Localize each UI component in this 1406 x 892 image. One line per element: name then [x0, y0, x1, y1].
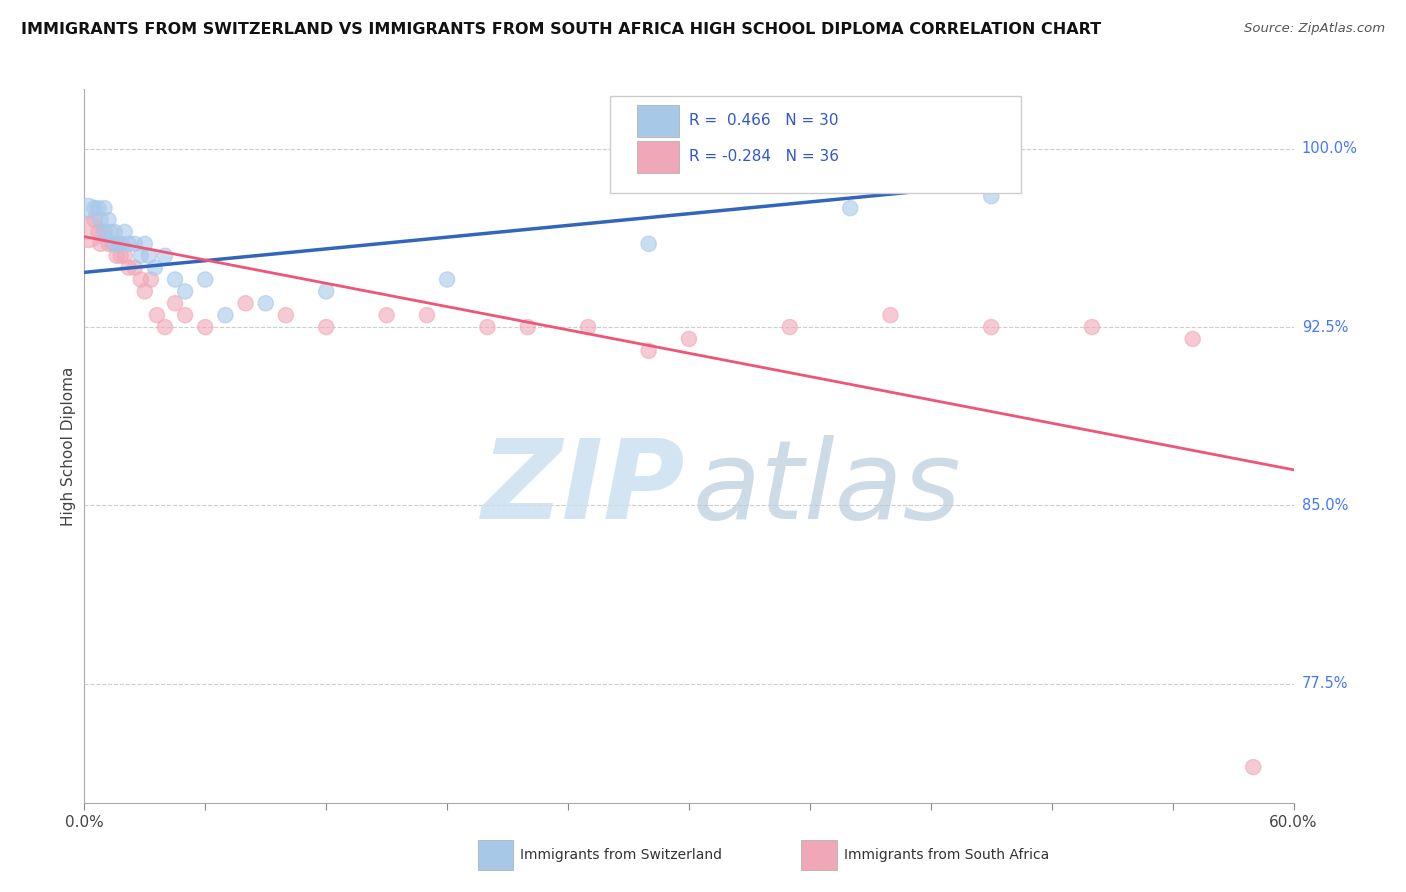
- Text: ZIP: ZIP: [482, 435, 685, 542]
- Point: [980, 189, 1002, 203]
- Point: [101, 236, 124, 251]
- Point: [678, 332, 700, 346]
- Point: [134, 285, 156, 299]
- Point: [77, 225, 100, 239]
- Point: [83, 213, 105, 227]
- Text: IMMIGRANTS FROM SWITZERLAND VS IMMIGRANTS FROM SOUTH AFRICA HIGH SCHOOL DIPLOMA : IMMIGRANTS FROM SWITZERLAND VS IMMIGRANT…: [21, 22, 1101, 37]
- Point: [315, 285, 337, 299]
- Point: [104, 236, 127, 251]
- Point: [87, 201, 110, 215]
- FancyBboxPatch shape: [637, 141, 679, 173]
- Point: [254, 296, 277, 310]
- Point: [110, 249, 132, 263]
- Point: [104, 225, 127, 239]
- Point: [165, 296, 187, 310]
- Point: [77, 201, 100, 215]
- Point: [89, 213, 111, 227]
- Point: [315, 320, 337, 334]
- Point: [138, 249, 160, 263]
- Point: [165, 272, 187, 286]
- Point: [416, 308, 439, 322]
- Point: [375, 308, 398, 322]
- Text: 85.0%: 85.0%: [1302, 498, 1348, 513]
- Point: [637, 236, 659, 251]
- Point: [114, 249, 136, 263]
- Point: [576, 320, 599, 334]
- Point: [93, 225, 115, 239]
- Point: [1181, 332, 1204, 346]
- Point: [879, 308, 901, 322]
- Text: 92.5%: 92.5%: [1302, 319, 1348, 334]
- Point: [100, 225, 122, 239]
- Y-axis label: High School Diploma: High School Diploma: [60, 367, 76, 525]
- Text: 77.5%: 77.5%: [1302, 676, 1348, 691]
- Point: [143, 260, 166, 275]
- Point: [129, 272, 152, 286]
- Point: [89, 236, 111, 251]
- Text: Immigrants from Switzerland: Immigrants from Switzerland: [520, 848, 723, 863]
- Point: [93, 225, 115, 239]
- Point: [779, 320, 801, 334]
- Text: 100.0%: 100.0%: [1302, 141, 1358, 156]
- Point: [477, 320, 499, 334]
- Point: [87, 225, 110, 239]
- Point: [214, 308, 236, 322]
- Point: [118, 260, 141, 275]
- FancyBboxPatch shape: [610, 96, 1021, 193]
- Point: [980, 320, 1002, 334]
- Point: [153, 249, 176, 263]
- Point: [110, 236, 132, 251]
- Point: [129, 249, 152, 263]
- FancyBboxPatch shape: [637, 105, 679, 137]
- Point: [153, 320, 176, 334]
- Point: [516, 320, 538, 334]
- Point: [235, 296, 257, 310]
- Text: Immigrants from South Africa: Immigrants from South Africa: [844, 848, 1049, 863]
- Point: [174, 285, 197, 299]
- Point: [174, 308, 197, 322]
- Point: [118, 236, 141, 251]
- Point: [134, 236, 156, 251]
- Text: R =  0.466   N = 30: R = 0.466 N = 30: [689, 113, 838, 128]
- Point: [139, 272, 162, 286]
- Point: [637, 343, 659, 358]
- Point: [105, 249, 128, 263]
- Point: [194, 272, 217, 286]
- Point: [83, 201, 105, 215]
- Point: [436, 272, 458, 286]
- Text: Source: ZipAtlas.com: Source: ZipAtlas.com: [1244, 22, 1385, 36]
- Text: R = -0.284   N = 36: R = -0.284 N = 36: [689, 149, 839, 164]
- Point: [93, 201, 115, 215]
- Point: [97, 213, 120, 227]
- Point: [1241, 760, 1264, 774]
- Text: atlas: atlas: [693, 435, 962, 542]
- Point: [194, 320, 217, 334]
- Point: [114, 225, 136, 239]
- Point: [124, 236, 146, 251]
- Point: [97, 236, 120, 251]
- Point: [107, 236, 129, 251]
- Point: [839, 201, 862, 215]
- Point: [1081, 320, 1104, 334]
- Point: [124, 260, 146, 275]
- Point: [146, 308, 169, 322]
- Point: [274, 308, 297, 322]
